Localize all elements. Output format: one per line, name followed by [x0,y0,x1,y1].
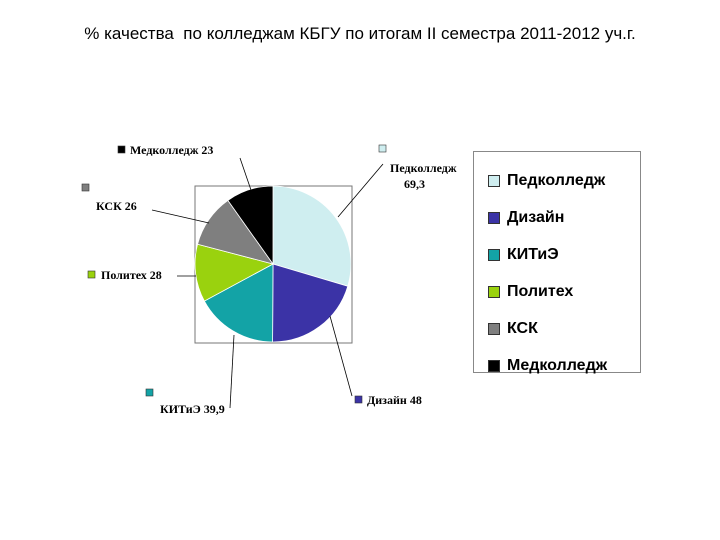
data-label-key-2 [354,395,363,404]
data-label-key-5 [81,183,90,192]
legend-swatch-5 [488,322,500,335]
legend: Педколледж Дизайн КИТиЭ Политех КСК Медколлед… [473,151,641,374]
data-label-key-3 [145,388,154,397]
leader-line-3 [229,334,235,409]
legend-swatch-1 [488,174,500,187]
legend-label-1: Педколледж [507,171,606,189]
data-label-6: Медколледж 23 [130,143,213,157]
data-label-3: КИТиЭ 39,9 [160,402,225,416]
legend-swatch-3 [488,248,500,261]
legend-item-2: Дизайн [474,199,640,236]
pie-slice-1 [272,185,352,287]
chart-title: % качества по колледжам КБГУ по итогам I… [84,24,636,43]
legend-item-5: КСК [474,310,640,347]
legend-swatch-4 [488,285,500,298]
legend-item-1: Педколледж [474,162,640,199]
leader-line-1 [337,163,384,218]
legend-item-3: КИТиЭ [474,236,640,273]
leader-line-5 [151,209,210,224]
legend-swatch-2 [488,211,500,224]
legend-label-3: КИТиЭ [507,245,559,263]
legend-item-6: Медколледж [474,347,640,384]
pie-slice-3 [203,263,274,343]
data-label-name-1: Педколледж [390,161,457,175]
data-label-5: КСК 26 [96,199,137,213]
data-label-4: Политех 28 [101,268,162,282]
data-label-key-6 [117,145,126,154]
leader-line-2 [329,315,353,397]
legend-label-2: Дизайн [507,208,565,226]
data-label-2: Дизайн 48 [367,393,422,407]
pie-slice-6 [227,185,274,266]
data-label-key-4 [87,270,96,279]
legend-label-4: Политех [507,282,574,300]
data-label-key-1 [378,144,387,153]
pie-slice-2 [272,263,349,343]
legend-swatch-6 [488,359,500,372]
legend-label-6: Медколледж [507,356,608,374]
data-label-value-1: 69,3 [404,177,425,191]
leader-line-6 [239,157,253,194]
legend-item-4: Политех [474,273,640,310]
legend-label-5: КСК [507,319,538,337]
